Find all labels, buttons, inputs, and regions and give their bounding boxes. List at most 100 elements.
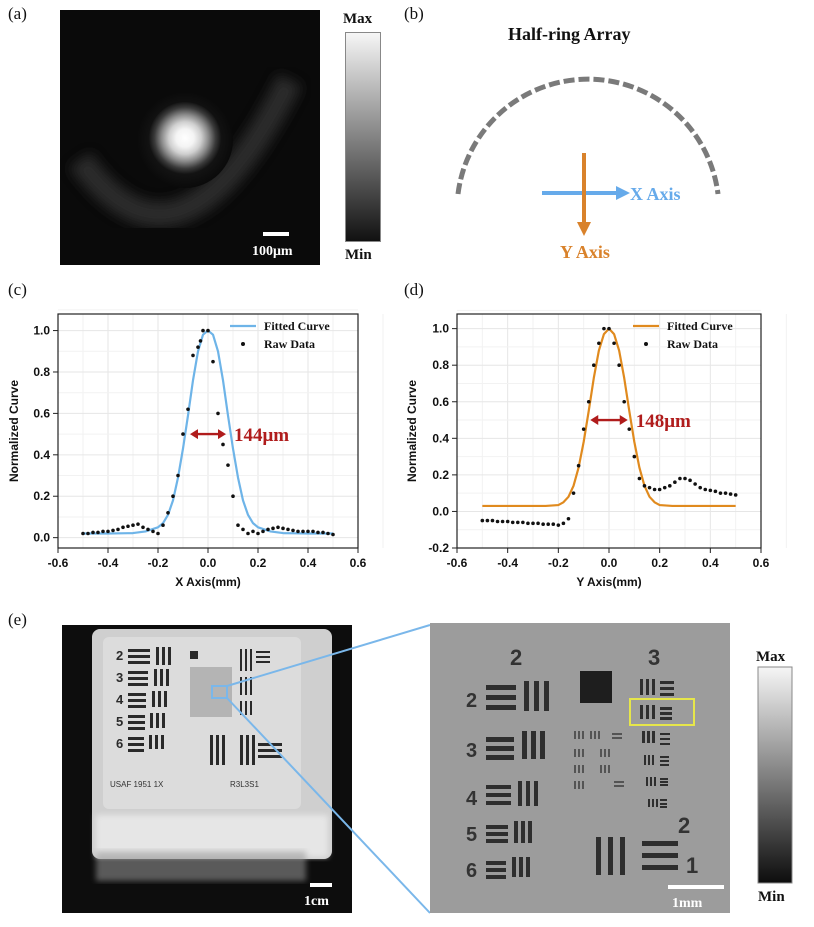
zoomed-target: 2 3 2 1 2 3 4 5 6	[430, 623, 730, 913]
raw-data-point	[632, 454, 637, 459]
raw-data-point	[597, 341, 601, 346]
raw-data-point	[490, 518, 495, 523]
raw-data-point	[668, 484, 672, 488]
half-ring-title: Half-ring Array	[508, 24, 630, 44]
x-tick-label: 0.6	[350, 556, 367, 570]
raw-data-point	[251, 529, 255, 534]
raw-data-point	[678, 476, 682, 481]
raw-data-point	[718, 491, 723, 495]
zoom-line-top	[226, 624, 431, 687]
raw-data-point	[306, 529, 310, 534]
raw-data-point	[683, 476, 687, 481]
raw-data-point	[226, 463, 230, 467]
raw-data-point	[637, 476, 642, 481]
raw-data-point	[581, 427, 586, 431]
raw-data-point	[311, 529, 315, 534]
scalebar-e-left-label: 1cm	[304, 894, 329, 909]
raw-data-point	[106, 529, 110, 534]
y-tick-label: 1.0	[33, 324, 50, 338]
raw-data-point	[186, 407, 190, 412]
scalebar-e-left	[310, 883, 332, 887]
raw-data-point	[291, 528, 295, 533]
raw-data-point	[703, 487, 708, 492]
raw-data-point	[171, 494, 175, 499]
raw-data-point	[181, 432, 185, 436]
colorbar-a	[345, 32, 381, 242]
raw-data-point	[261, 529, 265, 534]
scalebar-e-right-label: 1mm	[672, 896, 703, 911]
zoom-line-bottom	[226, 697, 431, 914]
y-tick-label: 0.8	[432, 358, 449, 372]
raw-data-point	[111, 528, 115, 533]
roi-box-left	[211, 685, 228, 699]
legend-fitted-label: Fitted Curve	[667, 319, 733, 333]
svg-text:3: 3	[116, 670, 123, 685]
fwhm-label: 144μm	[234, 425, 289, 446]
raw-data-point	[556, 523, 561, 527]
scalebar-a	[263, 232, 289, 236]
x-tick-label: 0.4	[300, 556, 317, 570]
raw-data-point	[166, 510, 170, 515]
raw-data-point	[266, 527, 270, 532]
x-tick-label: -0.2	[548, 556, 569, 570]
raw-data-point	[241, 527, 245, 532]
raw-data-point	[592, 363, 596, 367]
raw-data-point	[693, 482, 697, 486]
raw-data-point	[602, 326, 606, 331]
colorbar-a-min: Min	[345, 247, 372, 263]
raw-data-point	[196, 345, 200, 349]
raw-data-point	[126, 524, 130, 529]
x-tick-label: -0.6	[447, 556, 468, 570]
raw-data-point	[326, 531, 330, 536]
element-label-3: 3	[466, 740, 477, 762]
element-label-2: 2	[466, 690, 477, 712]
raw-data-point	[136, 522, 140, 526]
raw-data-point	[176, 473, 180, 478]
raw-data-point	[91, 530, 95, 535]
raw-data-point	[688, 478, 692, 483]
raw-data-point	[698, 485, 702, 490]
roi-box-right	[629, 698, 695, 726]
svg-text:R3L3S1: R3L3S1	[230, 780, 259, 789]
raw-data-point	[81, 531, 85, 536]
element-label-4: 4	[466, 788, 478, 810]
raw-data-point	[86, 531, 90, 536]
panel-label-e: (e)	[8, 610, 27, 629]
legend-fitted-label: Fitted Curve	[264, 319, 330, 333]
raw-data-point	[121, 525, 125, 530]
raw-data-point	[141, 525, 145, 530]
raw-data-point	[576, 463, 581, 468]
y-tick-label: 0.4	[432, 431, 449, 445]
raw-data-point	[505, 519, 510, 524]
raw-data-point	[500, 519, 505, 524]
raw-data-point	[546, 522, 550, 527]
y-tick-label: 0.6	[432, 395, 449, 409]
raw-data-point	[510, 520, 515, 525]
raw-data-point	[246, 531, 250, 536]
x-tick-label: 0.0	[601, 556, 618, 570]
x-tick-label: -0.4	[497, 556, 518, 570]
raw-data-point	[480, 518, 485, 523]
panel-label-c: (c)	[8, 280, 27, 299]
raw-data-point	[733, 493, 738, 497]
group-label-2b: 2	[678, 813, 690, 838]
x-tick-label: 0.0	[200, 556, 217, 570]
scalebar-a-label: 100μm	[252, 244, 293, 259]
raw-data-point	[201, 328, 205, 333]
panel-label-d: (d)	[404, 280, 424, 299]
raw-data-point	[571, 491, 576, 495]
svg-text:4: 4	[116, 692, 124, 707]
scalebar-e-right	[668, 885, 724, 889]
raw-data-point	[652, 487, 657, 492]
raw-data-point	[723, 491, 728, 495]
raw-data-point	[642, 484, 647, 488]
raw-data-point	[276, 525, 280, 530]
x-tick-label: 0.2	[250, 556, 267, 570]
raw-data-point	[211, 359, 215, 364]
raw-data-point	[131, 523, 135, 528]
y-axis-label: Normalized Curve	[405, 380, 419, 482]
raw-data-point	[198, 339, 203, 343]
fwhm-arrowhead-left	[590, 415, 599, 426]
raw-data-point	[617, 363, 621, 367]
raw-data-point	[296, 529, 300, 534]
